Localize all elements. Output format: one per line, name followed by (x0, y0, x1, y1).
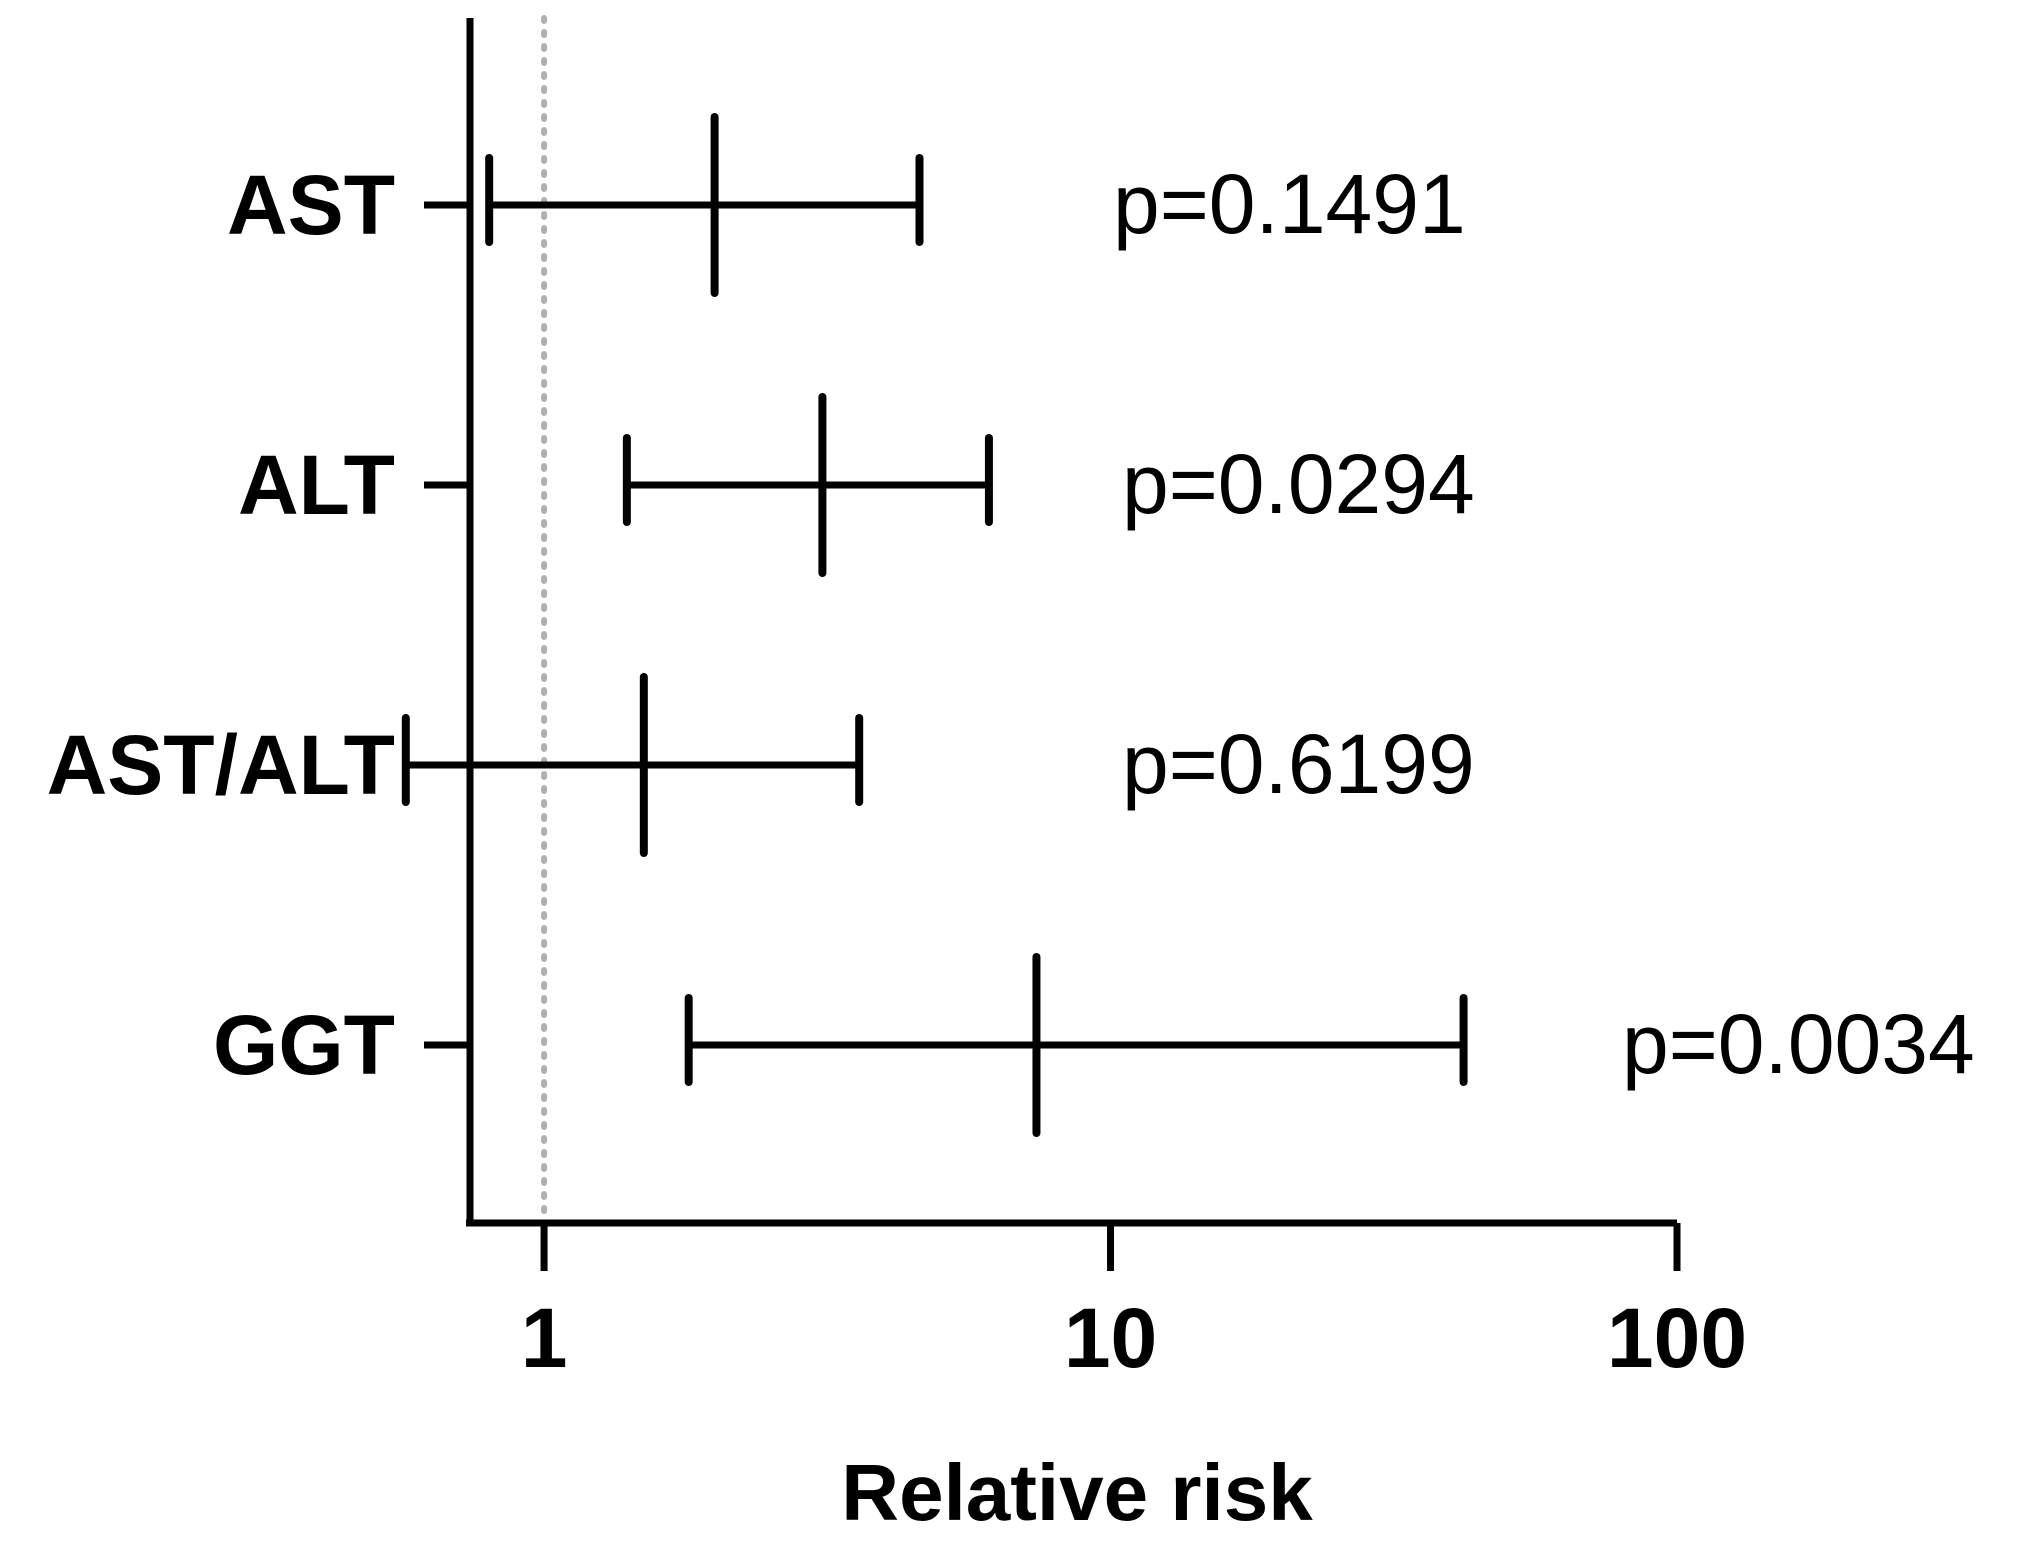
row-label: GGT (213, 998, 395, 1092)
forest-row: AST p=0.1491 (227, 113, 1466, 297)
p-value-label: p=0.0034 (1622, 997, 1975, 1091)
p-value-label: p=0.0294 (1122, 437, 1475, 531)
x-tick-label: 1 (521, 1291, 568, 1385)
x-tick-label: 10 (1064, 1291, 1157, 1385)
forest-row: GGT p=0.0034 (213, 953, 1975, 1137)
p-value-label: p=0.6199 (1122, 717, 1475, 811)
x-axis-title: Relative risk (841, 1448, 1313, 1537)
row-label: AST (227, 158, 395, 252)
x-tick-label: 100 (1607, 1291, 1747, 1385)
p-value-label: p=0.1491 (1113, 157, 1466, 251)
row-label: ALT (238, 438, 395, 532)
forest-row: ALT p=0.0294 (238, 393, 1475, 577)
forest-row: AST/ALT p=0.6199 (47, 673, 1475, 857)
row-label: AST/ALT (47, 718, 395, 812)
